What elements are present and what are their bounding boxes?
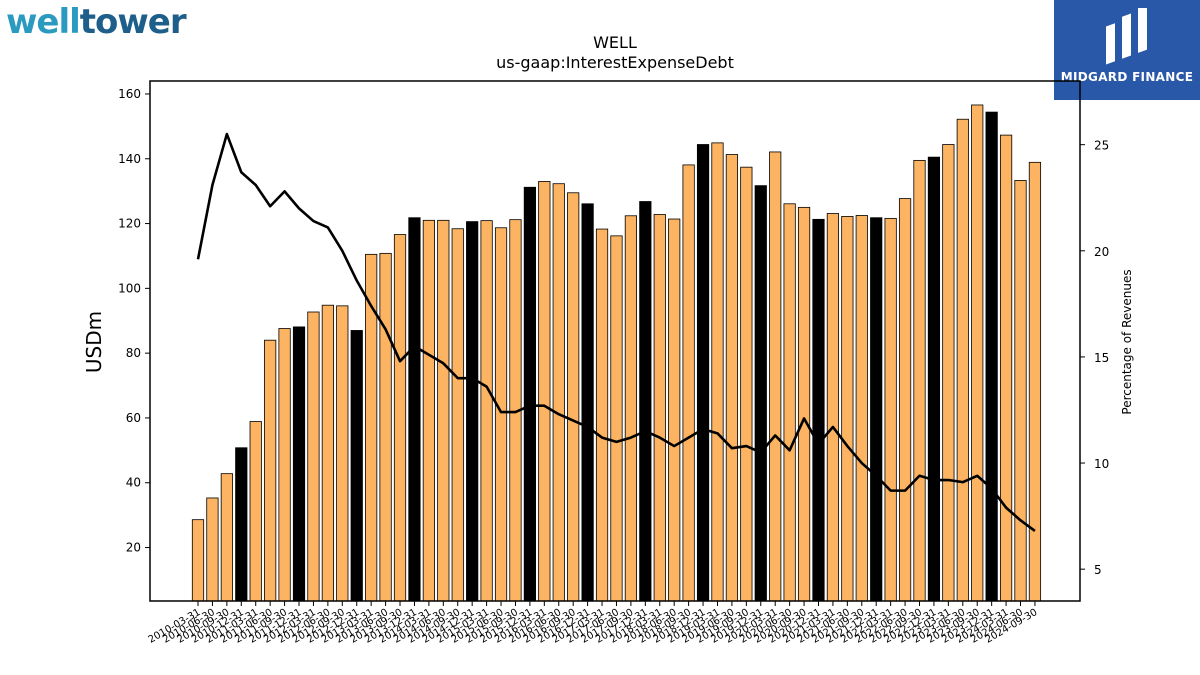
bar-2018-09-30 (682, 164, 695, 602)
chart-title: WELL (593, 33, 637, 52)
bar-2016-09-30 (567, 192, 580, 602)
bar-2015-12-31 (523, 186, 536, 602)
bar-2010-09-30 (220, 473, 233, 602)
y-tick-label: 120 (118, 217, 141, 231)
bar-2012-06-30 (321, 304, 334, 602)
bar-2013-09-30 (393, 234, 407, 602)
y2-tick-label: 10 (1094, 457, 1109, 471)
midgard-mark-icon (1106, 8, 1147, 65)
percentage-of-revenues-line (196, 132, 1036, 533)
bar-2017-12-31 (639, 201, 652, 602)
bar-2018-12-31 (696, 144, 710, 602)
bar-2016-12-31 (581, 203, 594, 602)
bar-2021-09-30 (855, 215, 868, 602)
chart-subtitle: us-gaap:InterestExpenseDebt (496, 53, 734, 72)
bar-2018-06-30 (668, 218, 681, 602)
bar-2021-12-31 (870, 217, 883, 602)
bar-2023-12-31 (985, 111, 998, 602)
bar-2013-06-30 (379, 252, 392, 602)
bar-2022-09-30 (913, 159, 926, 602)
bar-2018-03-31 (653, 214, 666, 602)
y2-tick-label: 25 (1094, 139, 1109, 153)
bar-2016-06-30 (552, 183, 565, 602)
bar-2011-12-31 (292, 326, 306, 602)
bar-2012-09-30 (336, 305, 349, 602)
y2-axis: 5 10 15 20 25 (1080, 139, 1109, 577)
bar-2015-03-31 (480, 220, 493, 602)
bar-2024-09-30 (1028, 161, 1042, 602)
bar-2010-06-30 (206, 497, 219, 602)
bar-2022-06-30 (898, 198, 912, 602)
bar-2017-06-30 (610, 235, 623, 602)
bar-2012-03-31 (307, 311, 320, 602)
bar-2019-12-31 (754, 185, 767, 602)
y2-axis-label: Percentage of Revenues (1120, 269, 1134, 414)
line-series (196, 132, 1036, 533)
bar-2024-06-30 (1014, 180, 1027, 602)
bar-2011-06-30 (264, 339, 277, 602)
bar-2017-09-30 (624, 215, 638, 602)
bar-2013-12-31 (408, 217, 421, 602)
bar-2023-03-31 (942, 144, 955, 602)
y-tick-label: 100 (118, 281, 141, 295)
bar-2019-06-30 (725, 154, 739, 602)
bar-2019-09-30 (740, 166, 753, 602)
bar-2014-03-31 (422, 219, 435, 602)
bar-2020-06-30 (783, 203, 796, 602)
y-tick-label: 160 (118, 87, 141, 101)
bar-2024-03-31 (999, 134, 1013, 602)
bar-2020-12-31 (812, 218, 825, 602)
bar-2023-09-30 (971, 104, 984, 602)
y-axis-label: USDm (82, 311, 106, 373)
x-axis: 2010-03-312010-06-302010-09-302010-12-31… (147, 601, 1039, 646)
y2-tick-label: 5 (1094, 563, 1102, 577)
y-tick-label: 80 (126, 346, 141, 360)
y-tick-label: 40 (126, 476, 141, 490)
bar-2015-06-30 (494, 227, 508, 602)
logo-part-tower: tower (79, 2, 187, 42)
plot-frame (149, 80, 1081, 602)
midgard-finance-label: MIDGARD FINANCE (1060, 70, 1194, 84)
bar-2016-03-31 (538, 181, 551, 602)
welltower-logo: welltower (6, 2, 187, 42)
y-tick-label: 140 (118, 152, 141, 166)
bar-2017-03-31 (595, 228, 609, 602)
bar-2014-12-31 (466, 221, 479, 602)
bar-2011-09-30 (278, 328, 291, 602)
y2-tick-label: 15 (1094, 351, 1109, 365)
bar-2020-09-30 (797, 206, 811, 602)
bar-2014-09-30 (451, 228, 464, 602)
bar-2019-03-31 (711, 142, 724, 602)
midgard-finance-logo: MIDGARD FINANCE (1054, 0, 1200, 100)
bar-2010-12-31 (235, 447, 248, 602)
bar-series (191, 104, 1042, 602)
bar-2010-03-31 (191, 519, 205, 602)
y-axis: 20 40 60 80 100 120 140 160 (118, 87, 150, 555)
bar-2014-06-30 (437, 219, 450, 602)
bar-2023-06-30 (956, 118, 969, 602)
y-tick-label: 60 (126, 411, 141, 425)
bar-2021-03-31 (826, 213, 840, 602)
logo-part-well: well (6, 2, 81, 42)
y2-tick-label: 20 (1094, 245, 1109, 259)
bar-2022-03-31 (884, 217, 897, 602)
bar-2021-06-30 (841, 216, 854, 602)
bar-2011-03-31 (249, 421, 262, 602)
bar-2020-03-31 (769, 151, 782, 602)
bar-2022-12-31 (927, 156, 941, 602)
bar-2012-12-31 (350, 330, 363, 602)
y-tick-label: 20 (126, 541, 141, 555)
